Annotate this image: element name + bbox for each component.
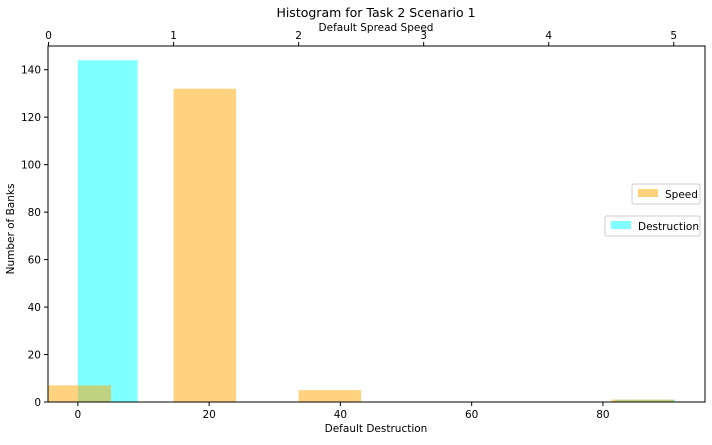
top-tick-label-3: 3 <box>420 30 427 42</box>
bottom-tick-label-20: 20 <box>202 409 215 421</box>
legend-destruction: Destruction <box>604 215 701 237</box>
legend-speed: Speed <box>631 183 701 205</box>
top-tick-label-4: 4 <box>545 30 552 42</box>
y-tick-label-80: 80 <box>28 207 41 219</box>
x-axis-label-top: Default Spread Speed <box>319 22 434 34</box>
top-tick-label-5: 5 <box>670 30 677 42</box>
bar-speed-2 <box>298 390 362 402</box>
top-tick-label-2: 2 <box>295 30 302 42</box>
bar-speed-1 <box>173 88 237 402</box>
y-tick-label-20: 20 <box>28 350 41 362</box>
bottom-tick-label-80: 80 <box>596 409 609 421</box>
legend-speed-label: Speed <box>665 189 698 201</box>
x-axis-label-bottom: Default Destruction <box>325 423 428 435</box>
y-tick-label-60: 60 <box>28 255 41 267</box>
bottom-tick-label-60: 60 <box>465 409 478 421</box>
y-tick-label-0: 0 <box>34 397 41 409</box>
bottom-tick-label-0: 0 <box>75 409 82 421</box>
bar-speed-3 <box>611 399 674 402</box>
bar-destruction-0 <box>77 60 138 403</box>
legend-speed-swatch <box>638 189 658 197</box>
left-axis: 0 20 40 60 80 100 120 140 <box>21 65 48 409</box>
y-tick-label-140: 140 <box>21 65 41 77</box>
y-tick-label-40: 40 <box>28 302 41 314</box>
bars-layer <box>48 60 676 403</box>
legend-destruction-label: Destruction <box>638 221 699 233</box>
plot-frame <box>47 45 706 403</box>
chart-title: Histogram for Task 2 Scenario 1 <box>276 5 475 20</box>
y-axis-label: Number of Banks <box>5 184 17 275</box>
bar-speed-0 <box>48 385 112 402</box>
y-tick-label-120: 120 <box>21 112 41 124</box>
bottom-tick-label-40: 40 <box>334 409 347 421</box>
top-tick-label-1: 1 <box>170 30 177 42</box>
top-axis: 0 1 2 3 4 5 <box>45 30 677 46</box>
bottom-axis: 0 20 40 60 80 <box>75 402 610 421</box>
legend-destruction-swatch <box>611 221 631 229</box>
y-tick-label-100: 100 <box>21 160 41 172</box>
top-tick-label-0: 0 <box>45 30 52 42</box>
